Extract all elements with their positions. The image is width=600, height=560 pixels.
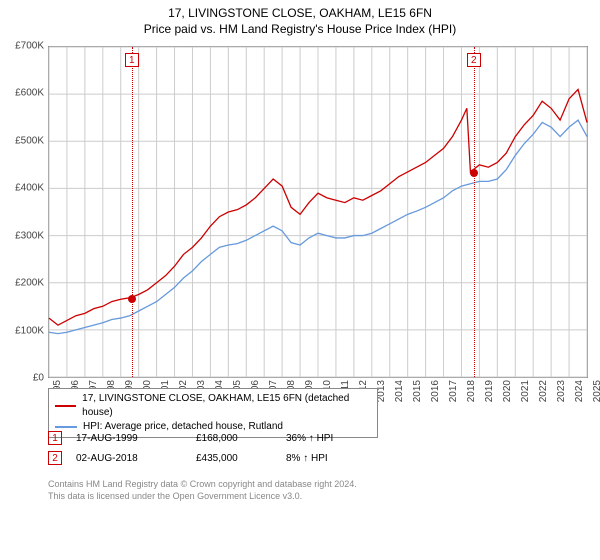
x-axis-label: 2022 bbox=[538, 380, 549, 410]
x-axis-label: 2019 bbox=[484, 380, 495, 410]
x-axis-label: 2014 bbox=[394, 380, 405, 410]
x-axis-label: 2018 bbox=[466, 380, 477, 410]
sale-dot bbox=[128, 295, 136, 303]
sales-row: 2 02-AUG-2018 £435,000 8% ↑ HPI bbox=[48, 448, 366, 468]
x-axis-label: 2023 bbox=[556, 380, 567, 410]
y-axis-label: £300K bbox=[4, 230, 44, 241]
x-axis-label: 2025 bbox=[592, 380, 600, 410]
x-axis-label: 2021 bbox=[520, 380, 531, 410]
x-axis-label: 2015 bbox=[412, 380, 423, 410]
chart-area: 12 bbox=[48, 46, 588, 378]
x-axis-label: 2017 bbox=[448, 380, 459, 410]
sales-price: £168,000 bbox=[196, 433, 286, 444]
sales-date: 17-AUG-1999 bbox=[76, 433, 196, 444]
sales-date: 02-AUG-2018 bbox=[76, 453, 196, 464]
marker-box: 1 bbox=[125, 53, 139, 67]
footer-line2: This data is licensed under the Open Gov… bbox=[48, 490, 357, 502]
marker-line bbox=[132, 47, 133, 377]
page-subtitle: Price paid vs. HM Land Registry's House … bbox=[0, 20, 600, 36]
x-axis-label: 2020 bbox=[502, 380, 513, 410]
y-axis-label: £400K bbox=[4, 183, 44, 194]
y-axis-label: £100K bbox=[4, 325, 44, 336]
legend-swatch-property bbox=[55, 405, 76, 407]
footer-line1: Contains HM Land Registry data © Crown c… bbox=[48, 478, 357, 490]
sales-hpi: 36% ↑ HPI bbox=[286, 433, 366, 444]
legend-label-property: 17, LIVINGSTONE CLOSE, OAKHAM, LE15 6FN … bbox=[82, 392, 371, 420]
marker-box: 2 bbox=[467, 53, 481, 67]
marker-line bbox=[474, 47, 475, 377]
sales-hpi: 8% ↑ HPI bbox=[286, 453, 366, 464]
y-axis-label: £200K bbox=[4, 278, 44, 289]
sales-table: 1 17-AUG-1999 £168,000 36% ↑ HPI 2 02-AU… bbox=[48, 428, 366, 468]
y-axis-label: £500K bbox=[4, 135, 44, 146]
sales-price: £435,000 bbox=[196, 453, 286, 464]
x-axis-label: 2024 bbox=[574, 380, 585, 410]
sale-dot bbox=[470, 169, 478, 177]
sales-marker: 2 bbox=[48, 451, 62, 465]
chart-svg bbox=[49, 47, 587, 377]
y-axis-label: £0 bbox=[4, 373, 44, 384]
y-axis-label: £600K bbox=[4, 88, 44, 99]
x-axis-label: 2016 bbox=[430, 380, 441, 410]
y-axis-label: £700K bbox=[4, 41, 44, 52]
footer: Contains HM Land Registry data © Crown c… bbox=[48, 478, 357, 502]
sales-marker: 1 bbox=[48, 431, 62, 445]
page-title: 17, LIVINGSTONE CLOSE, OAKHAM, LE15 6FN bbox=[0, 0, 600, 20]
sales-row: 1 17-AUG-1999 £168,000 36% ↑ HPI bbox=[48, 428, 366, 448]
legend-row-property: 17, LIVINGSTONE CLOSE, OAKHAM, LE15 6FN … bbox=[55, 392, 371, 420]
